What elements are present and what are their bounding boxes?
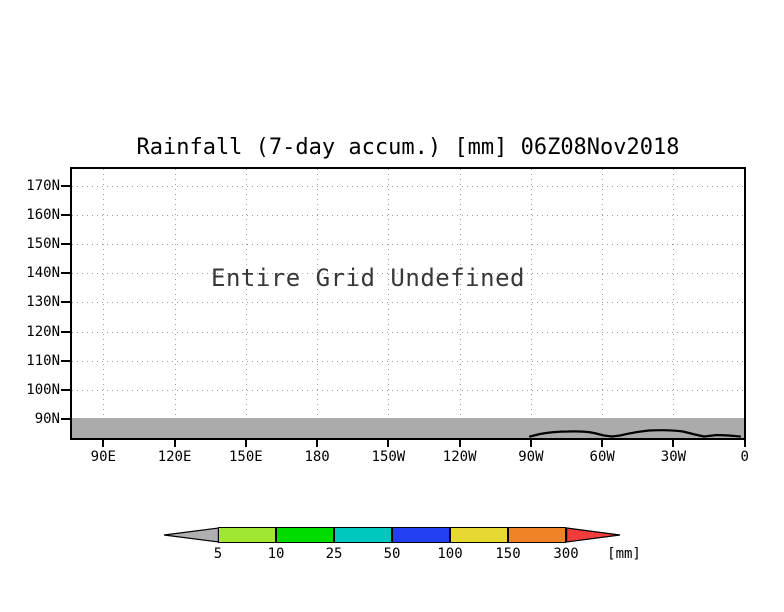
plot-area: Entire Grid Undefined	[70, 167, 746, 440]
x-axis-tick	[743, 440, 746, 447]
colorbar-segment	[508, 527, 566, 543]
y-axis-tick-label: 170N	[26, 178, 60, 194]
grid-line-horizontal	[72, 302, 744, 304]
y-axis-tick-label: 160N	[26, 207, 60, 224]
grid-line-horizontal	[72, 186, 744, 187]
colorbar-tick-label: 300	[553, 546, 579, 562]
x-axis-tick	[102, 440, 105, 447]
y-axis-tick	[61, 417, 70, 420]
grid-line-horizontal	[72, 273, 744, 275]
x-axis-tick	[672, 440, 675, 447]
colorbar-above-max-arrow	[566, 527, 621, 543]
grid-line-vertical	[103, 169, 105, 438]
x-axis-tick-label: 0	[740, 449, 749, 465]
grid-line-horizontal	[72, 244, 744, 246]
undefined-band	[72, 418, 744, 438]
x-axis-tick-label: 150E	[228, 449, 263, 465]
x-axis-tick-label: 180	[304, 449, 330, 465]
x-axis-tick-label: 120W	[442, 449, 477, 465]
y-axis-tick	[61, 388, 70, 391]
colorbar-tick-label: 25	[325, 546, 343, 562]
grid-line-vertical	[388, 169, 390, 438]
y-axis-tick	[61, 301, 70, 304]
colorbar-tick-label: 50	[383, 546, 401, 562]
grid-line-vertical	[317, 169, 319, 438]
y-axis-tick-label: 110N	[26, 352, 60, 369]
x-axis-tick	[601, 440, 604, 447]
x-axis-tick-label: 120E	[157, 449, 192, 465]
colorbar-tick-label: 10	[267, 546, 285, 562]
grid-line-vertical	[459, 169, 461, 438]
y-axis-tick	[61, 214, 70, 217]
y-axis-tick	[61, 185, 70, 187]
y-axis-tick-label: 120N	[26, 323, 60, 340]
x-axis-tick-label: 90W	[518, 449, 544, 465]
colorbar-segment	[392, 527, 450, 543]
grid-line-horizontal	[72, 331, 744, 333]
colorbar-tick-label: 150	[495, 546, 521, 562]
x-axis-tick-label: 30W	[660, 449, 687, 465]
grid-line-vertical	[673, 169, 675, 438]
y-axis-tick	[61, 272, 70, 275]
grid-line-vertical	[530, 169, 532, 438]
y-axis-tick-label: 100N	[26, 381, 60, 398]
grid-line-horizontal	[72, 389, 744, 391]
colorbar-segment	[450, 527, 508, 543]
x-axis-tick	[387, 440, 390, 447]
colorbar-unit-label: [mm]	[607, 546, 641, 562]
grid-line-vertical	[174, 169, 176, 438]
x-axis-tick	[244, 440, 247, 447]
y-axis-tick	[61, 330, 70, 333]
x-axis-tick	[316, 440, 319, 447]
x-axis-tick-label: 60W	[589, 449, 615, 465]
colorbar-below-min-arrow	[163, 527, 219, 543]
x-axis-tick-label: 150W	[371, 449, 406, 465]
y-axis-tick-label: 150N	[26, 236, 60, 253]
colorbar-tick-label: 100	[437, 546, 463, 562]
y-axis-tick	[61, 243, 70, 246]
grid-line-vertical	[602, 169, 604, 438]
x-axis-tick-label: 90E	[90, 449, 116, 465]
colorbar-segment	[276, 527, 334, 543]
y-axis-tick-label: 140N	[26, 265, 60, 282]
grid-line-horizontal	[72, 215, 744, 217]
y-axis-tick	[61, 359, 70, 362]
x-axis-tick	[458, 440, 461, 447]
chart-title: Rainfall (7-day accum.) [mm] 06Z08Nov201…	[136, 135, 680, 160]
grid-line-horizontal	[72, 360, 744, 362]
grid-line-vertical	[245, 169, 247, 438]
colorbar: [mm] 5 10 25 50 100 150 300	[163, 527, 641, 567]
colorbar-segment	[334, 527, 392, 543]
x-axis-tick	[529, 440, 532, 447]
colorbar-tick-label: 5	[213, 546, 223, 562]
x-axis-tick	[173, 440, 176, 447]
undefined-message: Entire Grid Undefined	[211, 264, 525, 292]
colorbar-segment	[218, 527, 276, 543]
y-axis-tick-label: 90N	[34, 410, 60, 427]
coastline-contours	[528, 429, 742, 438]
y-axis-tick-label: 130N	[26, 294, 60, 311]
